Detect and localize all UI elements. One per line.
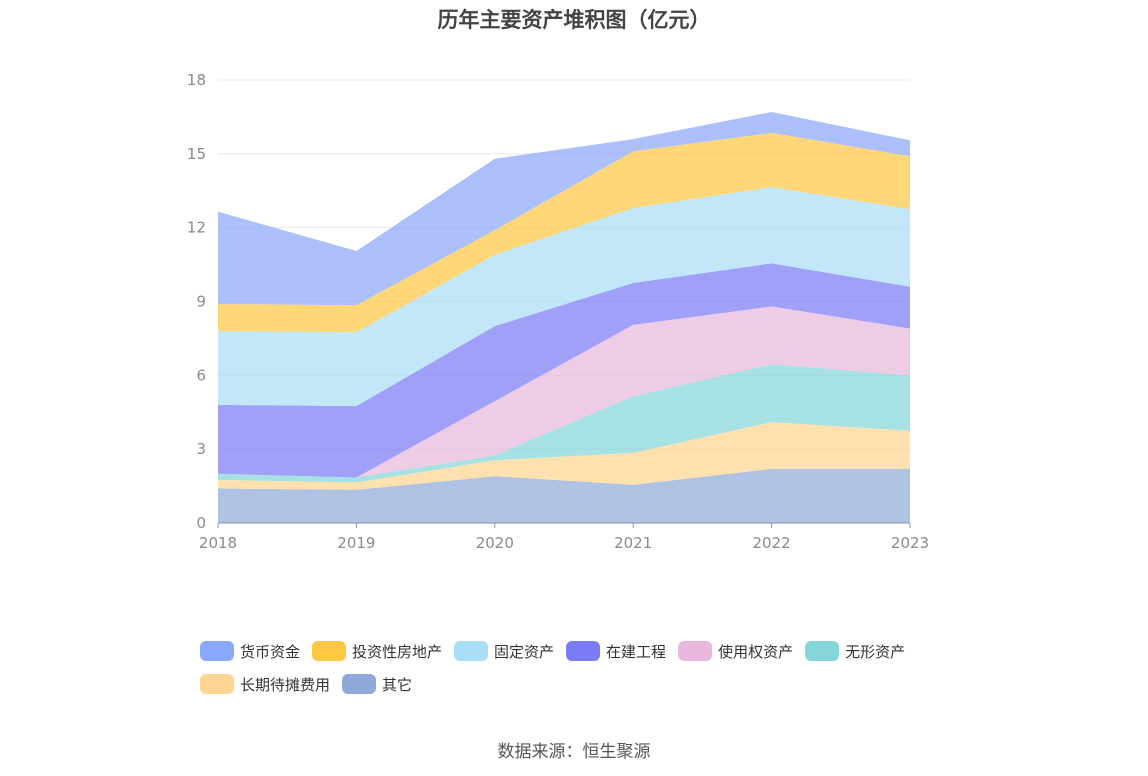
chart-title: 历年主要资产堆积图（亿元） <box>437 8 711 32</box>
legend-label: 固定资产 <box>494 643 554 661</box>
legend-swatch <box>200 641 234 661</box>
y-tick-label: 15 <box>187 145 206 163</box>
legend-swatch <box>312 641 347 661</box>
legend-label: 长期待摊费用 <box>240 676 330 694</box>
x-tick-label: 2021 <box>614 534 652 552</box>
y-tick-label: 12 <box>187 219 206 237</box>
x-tick-label: 2023 <box>891 534 929 552</box>
x-tick-label: 2018 <box>199 534 237 552</box>
x-tick-label: 2022 <box>753 534 791 552</box>
area-series-0 <box>218 468 910 523</box>
legend-swatch <box>678 641 713 661</box>
legend-swatch <box>566 641 601 661</box>
x-tick-label: 2019 <box>337 534 375 552</box>
y-tick-label: 9 <box>196 293 206 311</box>
legend-label: 在建工程 <box>606 643 666 661</box>
legend-swatch <box>805 641 840 661</box>
axes: 0 3 6 9 12 15 18 2018 2019 2020 2021 2022 2023 <box>187 71 929 552</box>
y-tick-label: 18 <box>187 71 206 89</box>
legend-label: 无形资产 <box>845 643 905 661</box>
y-tick-label: 6 <box>196 366 206 384</box>
area-series-4 <box>218 263 910 478</box>
area-series-6 <box>218 132 910 333</box>
x-tick-label: 2020 <box>476 534 514 552</box>
area-series-3 <box>218 306 910 478</box>
legend-swatch <box>342 674 377 694</box>
y-tick-label: 0 <box>196 514 206 532</box>
area-series-5 <box>218 187 910 407</box>
legend-swatch <box>454 641 489 661</box>
area-series-1 <box>218 422 910 490</box>
legend-label: 其它 <box>382 676 412 694</box>
legend-label: 货币资金 <box>240 643 300 661</box>
source-note: 数据来源：恒生聚源 <box>497 742 651 762</box>
area-series-2 <box>218 364 910 483</box>
y-tick-label: 3 <box>196 440 206 458</box>
area-series <box>218 111 910 523</box>
legend-swatch <box>200 674 234 694</box>
legend-label: 使用权资产 <box>718 643 793 661</box>
area-series-7 <box>218 111 910 306</box>
legend-label: 投资性房地产 <box>352 643 442 661</box>
